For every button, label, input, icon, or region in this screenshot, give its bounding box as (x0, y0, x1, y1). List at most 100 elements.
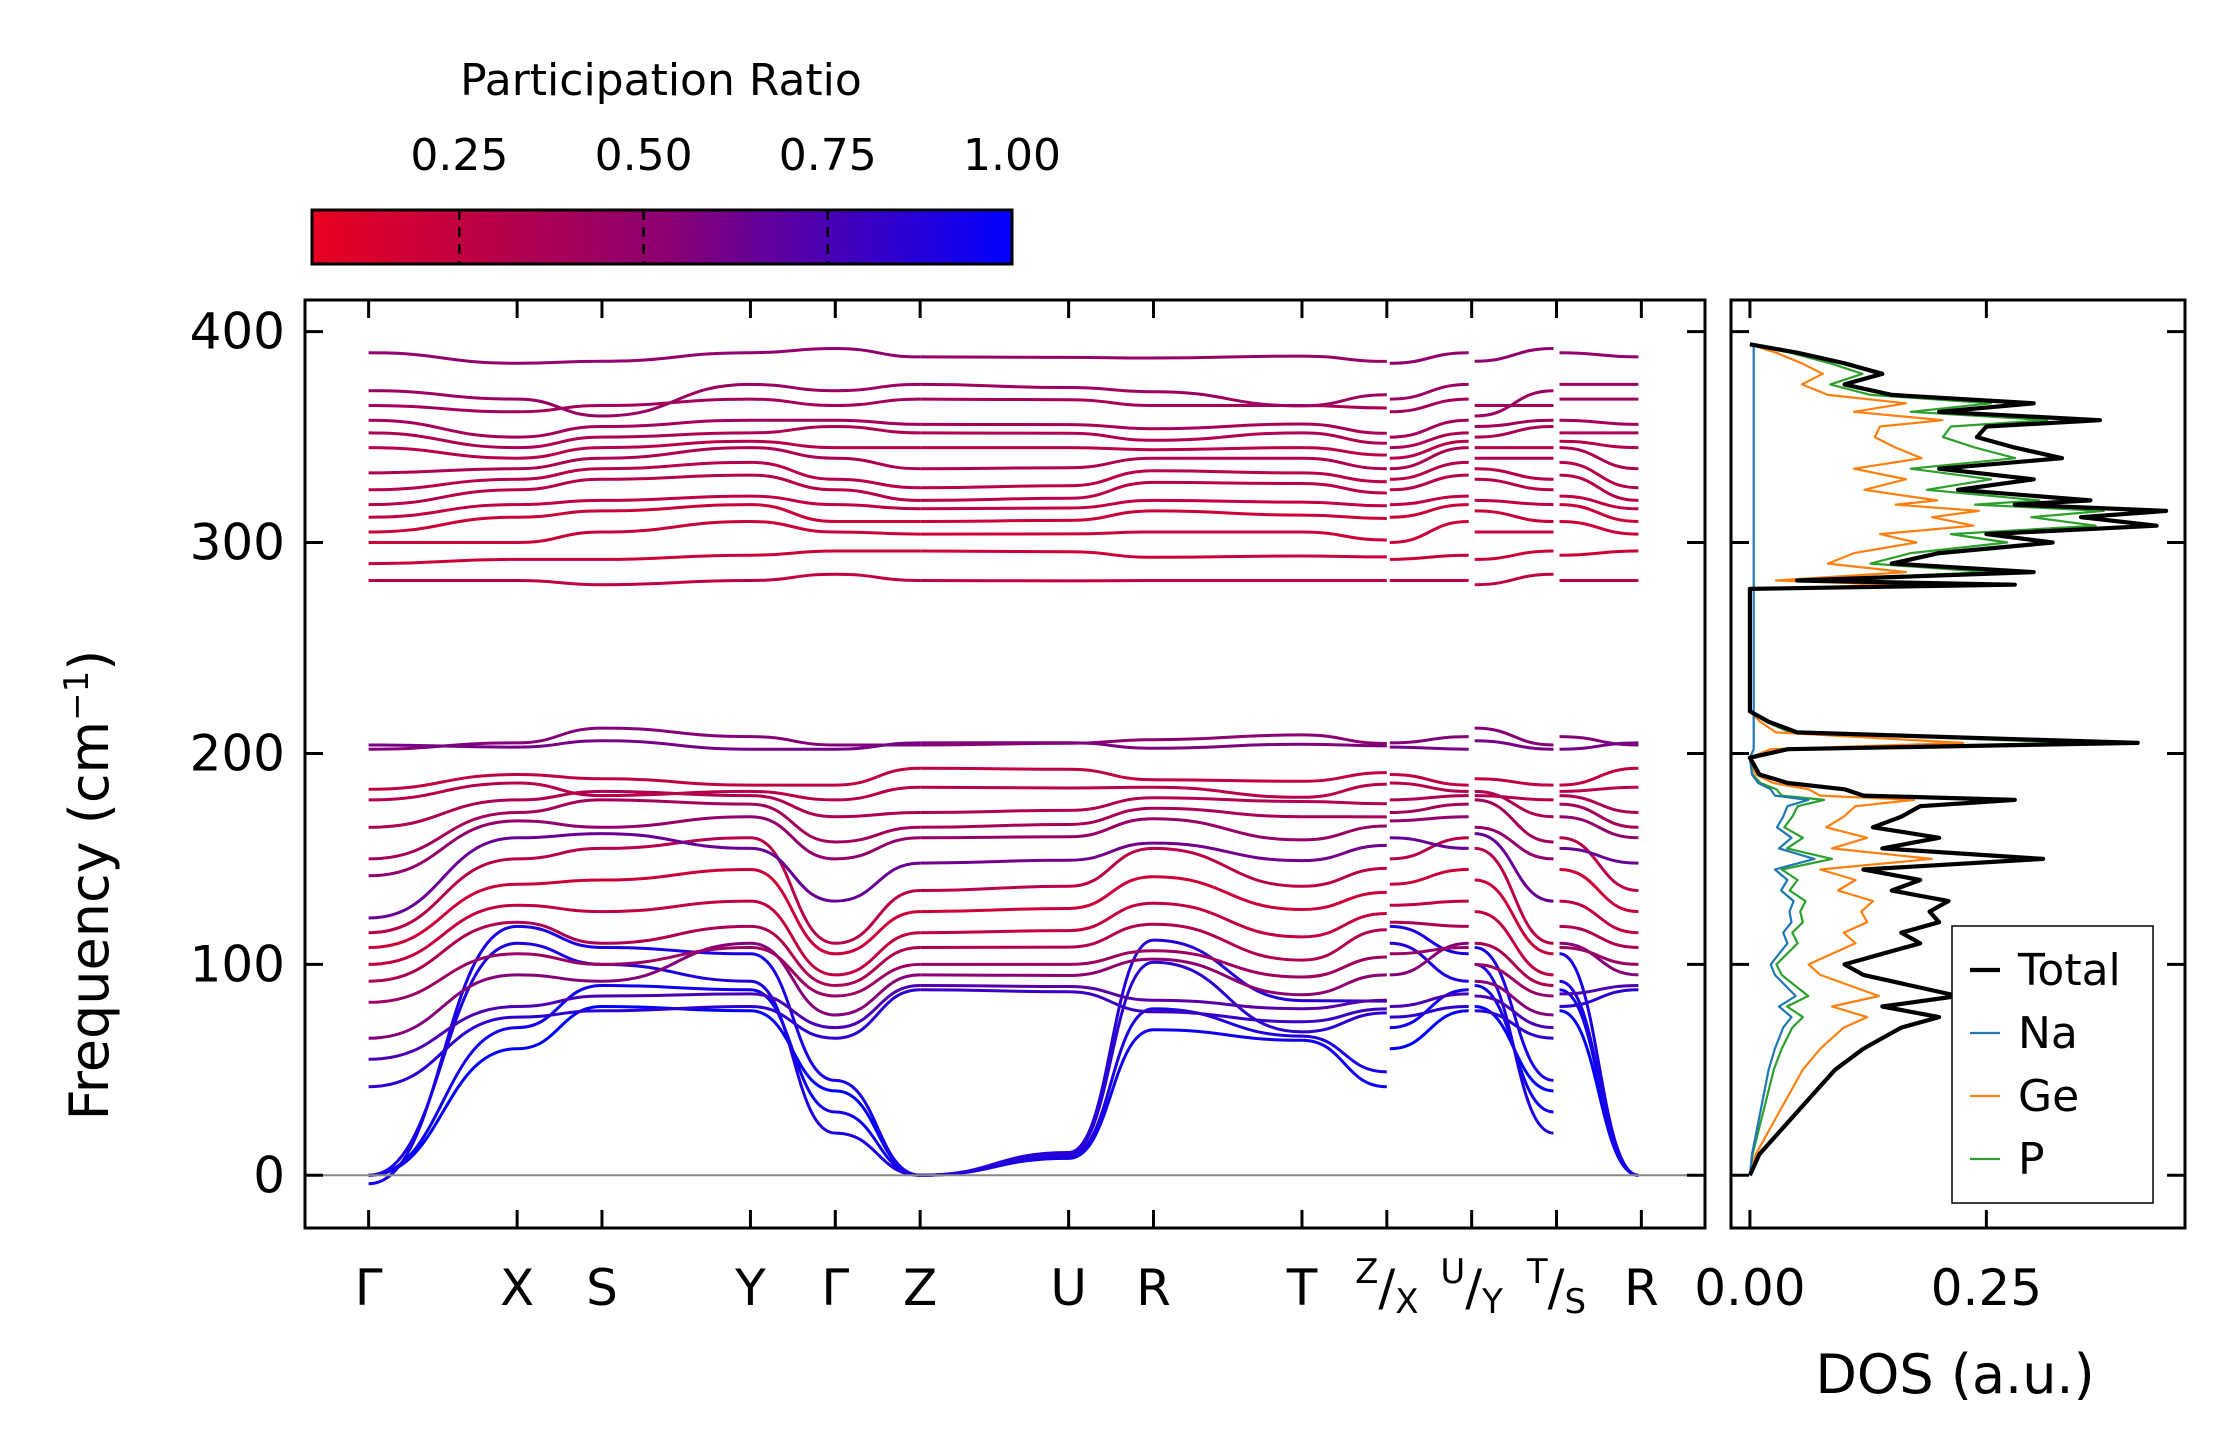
phonon-branch-segment (1559, 868, 1639, 914)
phonon-branch-segment (1389, 494, 1469, 507)
phonon-branch-segment (1559, 899, 1639, 935)
phonon-branch-segment (1474, 389, 1554, 418)
phonon-branch-segment (1559, 946, 1639, 966)
phonon-branch-segment (1389, 418, 1469, 439)
colorbar-tick-label: 0.75 (779, 130, 877, 181)
phonon-branch-segment (1474, 777, 1554, 787)
y-tick-label: 300 (190, 514, 285, 572)
phonon-branch-segment (1559, 494, 1639, 511)
colorbar-bar (310, 208, 1014, 266)
phonon-branch (920, 354, 1387, 363)
phonon-branch-segment (1474, 347, 1554, 363)
phonon-branch-segment (1389, 382, 1469, 401)
phonon-branch-segment (1474, 910, 1554, 977)
phonon-branch-segment (1474, 498, 1554, 507)
phonon-branch-segment (1474, 418, 1554, 428)
phonon-branch-segment (1474, 832, 1554, 903)
y-axis-label-base: Frequency (cm (58, 721, 121, 1121)
phonon-branch-segment (1389, 473, 1469, 492)
phonon-branch (920, 741, 1387, 750)
phonon-branch (920, 988, 1387, 1024)
k-label: Γ (355, 1259, 383, 1317)
phonon-branch (920, 957, 1387, 997)
phonon-branch-segment (1389, 941, 1469, 983)
phonon-branch (920, 530, 1387, 542)
phonon-branch (368, 832, 921, 920)
phonon-branch (368, 984, 921, 1061)
phonon-branch-segment (1559, 741, 1639, 751)
phonon-branch (920, 796, 1387, 814)
phonon-branch (368, 519, 921, 545)
phonon-branch (368, 397, 921, 414)
phonon-branch (368, 418, 921, 439)
phonon-branch-segment (1474, 572, 1554, 587)
phonon-branch-segment (1389, 503, 1469, 519)
phonon-branch-segment (1389, 920, 1469, 928)
phonon-branch-segment (1474, 878, 1554, 956)
phonon-branch-segment (1389, 899, 1469, 907)
dos-x-tick-label: 0.25 (1931, 1259, 2042, 1317)
colorbar-tick-label: 0.25 (410, 130, 508, 181)
phonon-branch-segment (1474, 726, 1554, 747)
band-lines (368, 346, 1639, 1186)
phonon-branch-segment (1389, 439, 1469, 460)
phonon-branch (368, 572, 921, 587)
colorbar-tick-labels: 0.25 0.50 0.75 1.00 (410, 130, 1061, 181)
phonon-branch-segment (1474, 549, 1554, 561)
phonon-branch (368, 920, 921, 988)
phonon-branch-segment (1559, 794, 1639, 814)
colorbar-tick-label: 1.00 (963, 130, 1061, 181)
phonon-branch (368, 867, 921, 956)
k-label: Y (734, 1259, 766, 1317)
phonon-branch-segment (1559, 924, 1639, 949)
phonon-branch-segment (1389, 1005, 1469, 1019)
k-label: Z/X (1355, 1252, 1418, 1322)
legend-label-total: Total (2017, 945, 2121, 996)
phonon-branch-segment (1559, 941, 1639, 977)
phonon-branch (920, 1028, 1387, 1177)
dos-x-tick-label: 0.00 (1694, 1259, 1805, 1317)
phonon-branch (920, 766, 1387, 783)
colorbar: Participation Ratio 0.25 0.50 0.75 1.00 (310, 55, 1061, 266)
phonon-branch-segment (1474, 509, 1554, 523)
phonon-branch-segment (1474, 425, 1554, 439)
phonon-branch-segment (1389, 815, 1469, 823)
x-axis-kpoint-ticks: Γ X S Y Γ Z U R T Z/XU/YT/S R (355, 300, 1659, 1322)
legend-label-p: P (2018, 1134, 2045, 1185)
y-axis-label-sup: −1 (57, 671, 97, 721)
phonon-branch-segment (1474, 825, 1554, 861)
phonon-branch (368, 766, 921, 791)
phonon-branch (368, 924, 921, 1186)
phonon-branch-segment (1389, 431, 1469, 450)
phonon-branch-segment (1474, 994, 1554, 1030)
phonon-branch (920, 446, 1387, 457)
phonon-branch (368, 781, 921, 802)
phonon-branch-segment (1389, 781, 1469, 793)
phonon-branch-segment (1389, 946, 1469, 956)
k-label: T (1286, 1259, 1318, 1317)
phonon-branch-segment (1559, 439, 1639, 450)
phonon-branch (920, 480, 1387, 502)
phonon-branch-segment (1389, 1009, 1469, 1051)
colorbar-title: Participation Ratio (460, 55, 862, 106)
phonon-branch (368, 739, 921, 751)
phonon-branch (368, 494, 921, 519)
phonon-branch-segment (1389, 988, 1469, 1030)
phonon-branch (368, 899, 921, 977)
phonon-branch (368, 503, 921, 534)
phonon-branch-segment (1389, 802, 1469, 814)
phonon-branch (920, 782, 1387, 799)
phonon-branch (920, 806, 1387, 829)
phonon-branch (368, 460, 921, 492)
dos-lines (1747, 342, 2169, 1177)
phonon-branch-segment (1559, 520, 1639, 536)
phonon-branch-segment (1474, 946, 1554, 1082)
phonon-branch-segment (1559, 766, 1639, 787)
phonon-branch-segment (1389, 745, 1469, 751)
phonon-branch-segment (1474, 979, 1554, 1017)
phonon-branch (920, 922, 1387, 962)
phonon-branch (920, 456, 1387, 471)
phonon-branch-segment (1559, 418, 1639, 426)
phonon-branch (920, 846, 1387, 892)
